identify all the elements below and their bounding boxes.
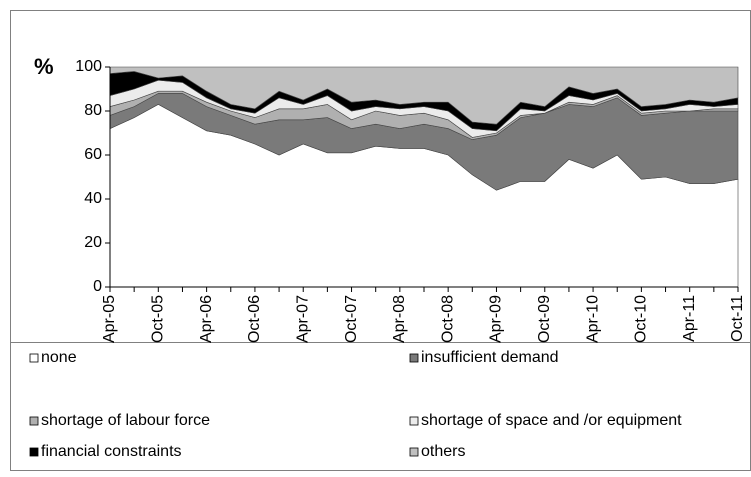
y-tick-label: 20 xyxy=(84,234,102,251)
x-tick-label: Oct-08 xyxy=(439,295,456,343)
legend-swatch xyxy=(29,447,39,457)
legend-swatch xyxy=(29,353,39,363)
x-tick-label: Oct-07 xyxy=(343,295,360,343)
y-tick-label: 100 xyxy=(75,58,102,75)
legend-swatch xyxy=(29,416,39,426)
x-tick-label: Apr-08 xyxy=(391,295,408,343)
area xyxy=(109,66,739,125)
legend-label: shortage of space and /or equipment xyxy=(421,412,682,429)
x-tick-label: Oct-10 xyxy=(633,295,650,343)
legend-label: financial constraints xyxy=(41,443,182,460)
x-tick-label: Apr-07 xyxy=(294,295,311,343)
y-axis-label: % xyxy=(34,54,54,79)
x-tick-label: Oct-11 xyxy=(729,295,746,342)
legend-label: none xyxy=(41,349,77,366)
y-tick-label: 0 xyxy=(93,278,102,295)
legend-swatch xyxy=(409,353,419,363)
x-tick-label: Oct-06 xyxy=(246,295,263,343)
x-tick-label: Apr-06 xyxy=(198,295,215,343)
legend-label: shortage of labour force xyxy=(41,412,210,429)
x-tick-label: Apr-11 xyxy=(681,295,698,342)
x-tick-label: Apr-09 xyxy=(488,295,505,343)
x-tick-label: Apr-05 xyxy=(101,295,118,343)
y-tick-label: 40 xyxy=(84,190,102,207)
legend-label: insufficient demand xyxy=(421,349,559,366)
y-tick-label: 60 xyxy=(84,146,102,163)
x-tick-label: Apr-10 xyxy=(584,295,601,343)
y-tick-label: 80 xyxy=(84,102,102,119)
legend-swatch xyxy=(409,416,419,426)
x-tick-label: Oct-09 xyxy=(536,295,553,343)
legend-swatch xyxy=(409,447,419,457)
x-tick-label: Oct-05 xyxy=(150,295,167,343)
legend-label: others xyxy=(421,443,465,460)
